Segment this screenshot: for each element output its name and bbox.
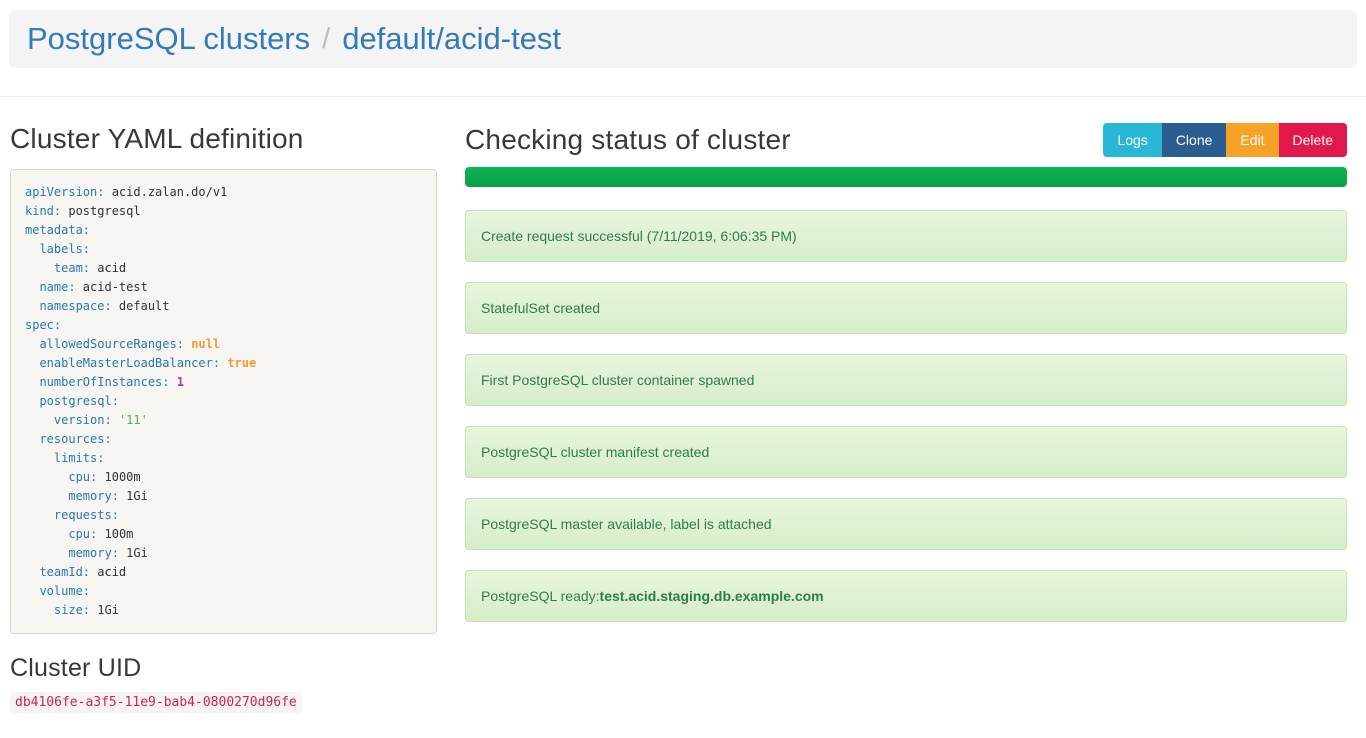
- breadcrumb-clusters-link[interactable]: PostgreSQL clusters: [27, 21, 311, 56]
- status-column: Checking status of cluster Logs Clone Ed…: [465, 97, 1347, 642]
- yaml-line: allowedSourceRanges: null: [39, 337, 221, 351]
- main-content: Cluster YAML definition apiVersion: acid…: [0, 97, 1366, 713]
- yaml-line: enableMasterLoadBalancer: true: [39, 356, 257, 370]
- breadcrumb-separator: /: [322, 22, 331, 55]
- yaml-line: metadata:: [25, 223, 91, 237]
- delete-button[interactable]: Delete: [1278, 123, 1347, 157]
- status-message-container-spawned: First PostgreSQL cluster container spawn…: [465, 354, 1347, 406]
- cluster-uid-value: db4106fe-a3f5-11e9-bab4-0800270d96fe: [10, 692, 302, 713]
- yaml-line: numberOfInstances: 1: [39, 375, 184, 389]
- status-progress-fill: [465, 167, 1347, 187]
- yaml-line: team: acid: [53, 261, 127, 275]
- yaml-line: teamId: acid: [39, 565, 127, 579]
- status-progress-bar: [465, 167, 1347, 187]
- yaml-section-title: Cluster YAML definition: [10, 123, 304, 154]
- status-message-list: Create request successful (7/11/2019, 6:…: [465, 210, 1347, 622]
- yaml-definition: apiVersion: acid.zalan.do/v1 kind: postgr…: [10, 169, 437, 634]
- status-message-ready: PostgreSQL ready: test.acid.staging.db.e…: [465, 570, 1347, 622]
- yaml-line: volume:: [39, 584, 91, 598]
- yaml-line: postgresql:: [39, 394, 119, 408]
- status-message-manifest-created: PostgreSQL cluster manifest created: [465, 426, 1347, 478]
- cluster-actions-button-group: Logs Clone Edit Delete: [1103, 123, 1347, 157]
- edit-button[interactable]: Edit: [1226, 123, 1279, 157]
- yaml-line: apiVersion: acid.zalan.do/v1: [25, 185, 228, 199]
- status-message-statefulset: StatefulSet created: [465, 282, 1347, 334]
- yaml-line: kind: postgresql: [25, 204, 141, 218]
- yaml-line: spec:: [25, 318, 62, 332]
- yaml-line: cpu: 100m: [68, 527, 134, 541]
- status-message-create-request: Create request successful (7/11/2019, 6:…: [465, 210, 1347, 262]
- header-divider: [0, 96, 1366, 97]
- yaml-line: memory: 1Gi: [68, 489, 148, 503]
- breadcrumb-current-link[interactable]: default/acid-test: [342, 21, 562, 56]
- logs-button[interactable]: Logs: [1103, 123, 1162, 157]
- yaml-line: cpu: 1000m: [68, 470, 141, 484]
- yaml-line: version: '11': [53, 413, 148, 427]
- yaml-line: memory: 1Gi: [68, 546, 148, 560]
- status-section-title: Checking status of cluster: [465, 124, 791, 155]
- yaml-line: namespace: default: [39, 299, 170, 313]
- yaml-line: name: acid-test: [39, 280, 148, 294]
- yaml-line: labels:: [39, 242, 91, 256]
- yaml-column: Cluster YAML definition apiVersion: acid…: [10, 97, 437, 713]
- status-message-master-available: PostgreSQL master available, label is at…: [465, 498, 1347, 550]
- clone-button[interactable]: Clone: [1161, 123, 1227, 157]
- yaml-line: limits:: [53, 451, 105, 465]
- yaml-line: size: 1Gi: [53, 603, 119, 617]
- yaml-line: resources:: [39, 432, 112, 446]
- status-header: Checking status of cluster Logs Clone Ed…: [465, 123, 1347, 157]
- ready-hostname: test.acid.staging.db.example.com: [599, 588, 824, 604]
- page-header: PostgreSQL clusters / default/acid-test: [9, 10, 1357, 68]
- uid-section-title: Cluster UID: [10, 654, 142, 682]
- yaml-line: requests:: [53, 508, 119, 522]
